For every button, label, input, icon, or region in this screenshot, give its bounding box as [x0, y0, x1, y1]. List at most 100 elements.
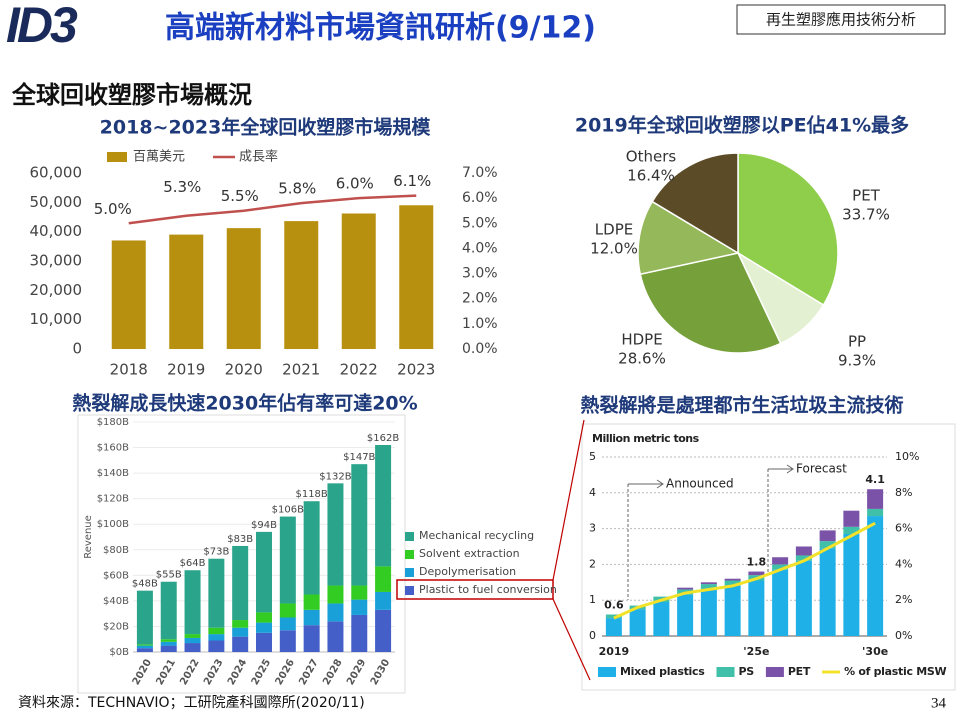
bar-segment [843, 510, 860, 527]
bar-segment [184, 570, 201, 635]
bar-segment [327, 483, 344, 586]
y-tick-label: 4 [589, 486, 596, 499]
bar-segment [327, 603, 344, 622]
legend-label: % of plastic MSW [844, 665, 946, 678]
tag-box [736, 4, 946, 35]
connector [552, 598, 591, 681]
bar-segment [819, 541, 836, 549]
bar-segment [256, 632, 272, 652]
page-number: 34 [931, 695, 947, 711]
y2-tick-label: 1.0% [462, 316, 498, 332]
slice-value: 9.3% [838, 352, 876, 370]
pie-slice [651, 152, 739, 255]
legend-label: Mechanical recycling [419, 529, 534, 542]
slice-value: 12.0% [590, 240, 638, 258]
legend-swatch [716, 667, 735, 677]
bar [226, 228, 261, 349]
bar-segment [208, 558, 225, 628]
chart-title: 熱裂解將是處理都市生活垃圾主流技術 [580, 394, 903, 417]
chart-title: 2019年全球回收塑膠以PE佔41%最多 [575, 114, 909, 137]
legend-label: Solvent extraction [419, 547, 520, 560]
y-tick-label: $140B [97, 468, 129, 479]
data-label: 6.0% [336, 175, 374, 193]
bar-segment [136, 645, 153, 649]
bar-segment [605, 618, 622, 636]
bar-segment [700, 582, 717, 585]
bar-segment [184, 637, 201, 644]
bar-segment [677, 594, 694, 636]
x-tick-label: '25e [743, 645, 769, 658]
slice-name: HDPE [621, 331, 662, 349]
bar [284, 221, 319, 349]
bar-segment [160, 641, 177, 646]
bar-segment [795, 555, 812, 561]
y-tick-label: 40,000 [30, 222, 83, 240]
tag-text: 再生塑膠應用技術分析 [766, 11, 916, 29]
slice-name: PP [848, 333, 866, 351]
bar-segment [208, 627, 225, 635]
y-tick-label: $80B [103, 545, 129, 556]
bar-segment [772, 569, 789, 636]
y-tick-label: 2 [589, 557, 596, 570]
footer-source: 資料來源：TECHNAVIO；工研院產科國際所(2020/11) [18, 694, 365, 711]
y2-tick-label: 4.0% [462, 240, 498, 256]
bar-segment [256, 622, 272, 633]
y-tick-label: $40B [103, 596, 129, 607]
data-label: 5.8% [278, 180, 316, 198]
total-label: 1.8 [747, 556, 767, 569]
connector [552, 419, 585, 581]
y-tick-label: 0 [72, 340, 82, 358]
legend-swatch [598, 667, 616, 677]
pie-slice [637, 200, 741, 276]
y-tick-label: $180B [97, 417, 129, 428]
slice-name: PET [852, 187, 881, 205]
y2-tick-label: 6% [895, 522, 912, 535]
x-tick-label: '30e [862, 645, 888, 658]
bar-segment [279, 603, 296, 618]
total-label: $94B [251, 520, 277, 531]
bar-segment [232, 545, 249, 621]
slice-value: 28.6% [618, 350, 666, 368]
bar-segment [303, 625, 320, 652]
bar-segment [303, 594, 320, 610]
bar-segment [208, 634, 225, 641]
y2-tick-label: 10% [895, 450, 919, 463]
total-label: $64B [180, 558, 206, 569]
bar-segment [629, 609, 646, 636]
bar-segment [867, 516, 884, 636]
bar-segment [279, 516, 296, 604]
bar-segment [375, 591, 392, 610]
y2-tick-label: 8% [895, 486, 912, 499]
bar-segment [232, 636, 249, 652]
total-label: $132B [319, 471, 351, 482]
y2-tick-label: 3.0% [462, 266, 498, 282]
total-label: $162B [367, 433, 399, 444]
legend-label: 百萬美元 [133, 150, 185, 165]
x-tick-label: 2022 [340, 361, 378, 379]
logo: ID3 [6, 0, 78, 53]
bar-segment [160, 645, 177, 652]
legend-label: Mixed plastics [620, 665, 705, 678]
bar-segment [724, 578, 741, 581]
x-tick-label: 2019 [599, 645, 630, 658]
annotation-brackets [627, 464, 794, 600]
bar-segment [232, 620, 249, 628]
total-label: $147B [343, 452, 375, 463]
y2-tick-label: 4% [895, 557, 912, 570]
y-tick-label: 30,000 [30, 252, 83, 270]
bar-segment [375, 445, 392, 567]
y-tick-label: 0 [589, 629, 596, 642]
annotation: Announced [666, 477, 734, 491]
y-tick-label: $20B [103, 621, 129, 632]
chart-title: 2018~2023年全球回收塑膠市場規模 [100, 116, 432, 139]
bar-segment [184, 643, 201, 652]
bar-segment [677, 587, 694, 590]
legend-swatch [405, 550, 414, 559]
total-label: $55B [156, 570, 182, 581]
x-tick-label: 2023 [397, 361, 435, 379]
chart-title: 熱裂解成長快速2030年佔有率可達20% [72, 392, 417, 415]
section-title: 全球回收塑膠市場概況 [11, 81, 252, 109]
bar-segment [208, 640, 225, 652]
y2-tick-label: 6.0% [462, 190, 498, 206]
arrow-head [786, 464, 794, 474]
